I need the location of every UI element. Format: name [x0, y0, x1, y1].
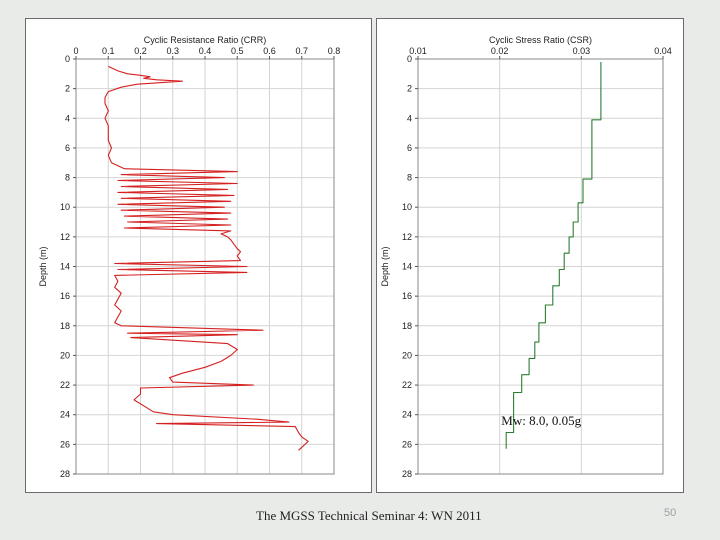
y-tick-label: 0 — [65, 54, 70, 64]
page-number: 50 — [664, 507, 677, 519]
y-tick-label: 26 — [60, 439, 70, 449]
x-tick-label: 0.3 — [166, 46, 179, 56]
y-tick-label: 28 — [60, 469, 70, 479]
y-tick-label: 16 — [60, 291, 70, 301]
series-line — [104, 65, 309, 451]
y-tick-label: 8 — [407, 173, 412, 183]
chart-annotation: Mw: 8.0, 0.05g — [501, 413, 581, 428]
x-tick-label: 0.2 — [134, 46, 147, 56]
y-axis-label: Depth (m) — [380, 246, 390, 286]
x-tick-label: 0.5 — [231, 46, 244, 56]
chart-title: Cyclic Resistance Ratio (CRR) — [144, 35, 267, 45]
x-tick-label: 0.4 — [199, 46, 212, 56]
y-tick-label: 14 — [402, 262, 412, 272]
y-tick-label: 14 — [60, 262, 70, 272]
y-tick-label: 22 — [402, 380, 412, 390]
x-tick-label: 0.03 — [573, 46, 591, 56]
y-tick-label: 20 — [402, 350, 412, 360]
y-tick-label: 6 — [65, 143, 70, 153]
x-tick-label: 0.01 — [409, 46, 427, 56]
y-tick-label: 16 — [402, 291, 412, 301]
y-axis-label: Depth (m) — [38, 246, 48, 286]
y-tick-label: 4 — [65, 113, 70, 123]
x-tick-label: 0.7 — [295, 46, 308, 56]
y-tick-label: 2 — [407, 84, 412, 94]
y-tick-label: 24 — [60, 410, 70, 420]
crr-chart-panel: 0 0.1 0.2 0.3 0.4 0.5 0.6 0.7 0.8 0 2 4 6 8 10 12 14 16 18… — [25, 18, 372, 493]
crr-chart: 0 0.1 0.2 0.3 0.4 0.5 0.6 0.7 0.8024681012141618… — [38, 35, 341, 479]
y-tick-label: 12 — [402, 232, 412, 242]
csr-chart: 0.01 0.02 0.03 0.04024681012141618202224262… — [380, 35, 672, 479]
x-tick-label: 0 — [73, 46, 78, 56]
y-tick-label: 2 — [65, 84, 70, 94]
x-tick-label: 0.6 — [263, 46, 276, 56]
footer-text: The MGSS Technical Seminar 4: WN 2011 — [256, 508, 482, 523]
y-tick-label: 10 — [60, 202, 70, 212]
y-tick-label: 4 — [407, 113, 412, 123]
csr-chart-panel: 0.01 0.02 0.03 0.04 0 2 4 6 8 10 12 14 16 18 20 22 24 26 2… — [376, 18, 684, 493]
y-tick-label: 20 — [60, 350, 70, 360]
y-tick-label: 24 — [402, 410, 412, 420]
y-tick-label: 12 — [60, 232, 70, 242]
y-tick-label: 10 — [402, 202, 412, 212]
chart-title: Cyclic Stress Ratio (CSR) — [489, 35, 592, 45]
y-tick-label: 18 — [60, 321, 70, 331]
y-tick-label: 8 — [65, 173, 70, 183]
y-tick-label: 26 — [402, 439, 412, 449]
y-tick-label: 18 — [402, 321, 412, 331]
y-tick-label: 28 — [402, 469, 412, 479]
x-tick-label: 0.02 — [491, 46, 509, 56]
x-tick-label: 0.8 — [328, 46, 341, 56]
x-tick-label: 0.04 — [654, 46, 672, 56]
y-tick-label: 22 — [60, 380, 70, 390]
series-line — [505, 62, 602, 449]
y-tick-label: 0 — [407, 54, 412, 64]
y-tick-label: 6 — [407, 143, 412, 153]
x-tick-label: 0.1 — [102, 46, 115, 56]
